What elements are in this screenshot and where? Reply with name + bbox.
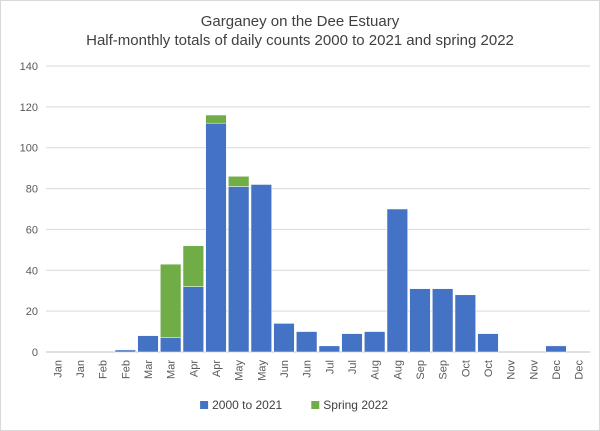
x-tick-label: Dec: [574, 360, 586, 380]
y-tick-label: 20: [26, 306, 38, 318]
x-tick-label: Dec: [551, 360, 563, 380]
x-tick-label: Sep: [438, 360, 450, 380]
x-tick-label: Jan: [52, 360, 64, 378]
y-tick-label: 40: [26, 265, 38, 277]
y-tick-label: 0: [32, 347, 38, 359]
x-tick-label: Oct: [460, 360, 472, 377]
x-tick-label: Mar: [143, 360, 155, 379]
bar-2000-2021: [250, 184, 272, 353]
y-tick-label: 60: [26, 224, 38, 236]
x-tick-label: Jun: [279, 360, 291, 378]
legend-swatch-spring-2022: [311, 401, 320, 409]
bar-2000-2021: [409, 288, 431, 353]
chart-title: Garganey on the Dee Estuary: [201, 13, 400, 30]
x-tick-label: Feb: [98, 360, 110, 379]
bars: [114, 114, 567, 353]
bar-2000-2021: [273, 323, 295, 353]
y-tick-label: 120: [20, 102, 38, 114]
legend-swatch-2000-2021: [200, 401, 209, 409]
x-tick-label: Apr: [211, 360, 223, 377]
x-tick-label: Apr: [188, 360, 200, 377]
x-tick-label: Jun: [302, 360, 314, 378]
bar-2000-2021: [386, 208, 408, 353]
x-tick-label: Jul: [347, 360, 359, 374]
legend: 2000 to 2021 Spring 2022: [200, 398, 388, 412]
x-tick-label: Jul: [324, 360, 336, 374]
bar-2000-2021: [545, 345, 567, 353]
bar-spring-2022: [182, 245, 204, 287]
chart-subtitle: Half-monthly totals of daily counts 2000…: [86, 32, 514, 49]
bar-2000-2021: [228, 186, 250, 353]
x-tick-label: Oct: [483, 360, 495, 377]
y-tick-label: 100: [20, 143, 38, 155]
legend-label-spring-2022: Spring 2022: [323, 398, 388, 412]
x-tick-label: Feb: [120, 360, 132, 379]
gridlines: [46, 65, 590, 353]
y-tick-labels: 0 20 40 60 80 100 120 140: [20, 61, 38, 359]
bar-spring-2022: [228, 176, 250, 187]
x-tick-label: May: [256, 360, 268, 381]
bar-2000-2021: [114, 349, 136, 353]
bar-2000-2021: [205, 122, 227, 353]
legend-label-2000-2021: 2000 to 2021: [212, 398, 282, 412]
bar-2000-2021: [318, 345, 340, 353]
x-tick-label: Aug: [392, 360, 404, 380]
bar-2000-2021: [182, 286, 204, 353]
x-tick-label: Aug: [370, 360, 382, 380]
bar-spring-2022: [205, 114, 227, 124]
bar-2000-2021: [432, 288, 454, 353]
y-tick-label: 80: [26, 184, 38, 196]
bar-2000-2021: [341, 333, 363, 353]
bar-2000-2021: [160, 337, 182, 353]
x-tick-labels: Jan Jan Feb Feb Mar Mar Apr Apr May May Jun Jun Jul J…: [52, 360, 585, 381]
bar-2000-2021: [137, 335, 159, 353]
x-tick-label: Sep: [415, 360, 427, 380]
bar-2000-2021: [364, 331, 386, 353]
bar-2000-2021: [477, 333, 499, 353]
x-tick-label: Nov: [506, 360, 518, 380]
x-tick-label: Jan: [75, 360, 87, 378]
bar-spring-2022: [160, 263, 182, 338]
x-tick-label: Mar: [166, 360, 178, 379]
bar-2000-2021: [454, 294, 476, 353]
y-tick-label: 140: [20, 61, 38, 73]
x-tick-label: Nov: [528, 360, 540, 380]
x-tick-label: May: [234, 360, 246, 381]
bar-2000-2021: [296, 331, 318, 353]
